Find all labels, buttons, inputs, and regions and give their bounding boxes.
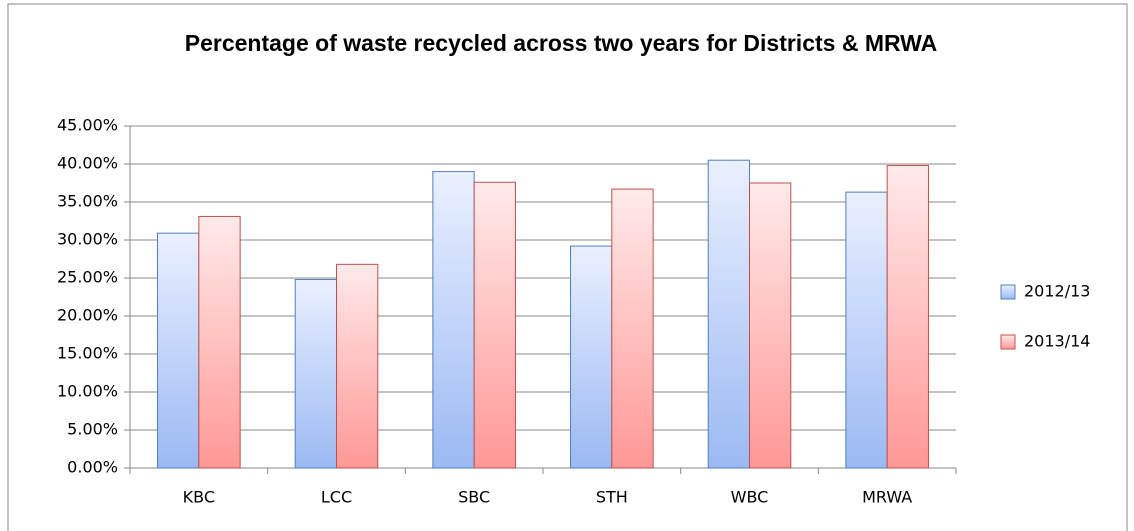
y-tick-label: 5.00% bbox=[67, 420, 118, 439]
y-tick-label: 15.00% bbox=[57, 344, 118, 363]
y-tick-label: 25.00% bbox=[57, 268, 118, 287]
x-tick-label: MRWA bbox=[862, 488, 912, 507]
y-tick-label: 20.00% bbox=[57, 306, 118, 325]
x-tick-label: SBC bbox=[458, 488, 490, 507]
bar bbox=[749, 182, 792, 469]
bar bbox=[611, 188, 654, 469]
bar bbox=[707, 159, 751, 469]
legend-label: 2012/13 bbox=[1024, 282, 1090, 301]
x-tick-label: WBC bbox=[731, 488, 769, 507]
bar bbox=[294, 279, 338, 469]
bar bbox=[570, 245, 613, 469]
bar bbox=[432, 171, 475, 469]
x-tick-label: LCC bbox=[321, 488, 352, 507]
bar bbox=[336, 263, 379, 469]
legend-swatch bbox=[1000, 284, 1016, 300]
bar bbox=[845, 191, 888, 469]
y-tick-label: 30.00% bbox=[57, 230, 118, 249]
bar bbox=[198, 215, 241, 469]
bar bbox=[886, 165, 929, 469]
y-tick-label: 10.00% bbox=[57, 382, 118, 401]
y-tick-label: 35.00% bbox=[57, 192, 118, 211]
y-tick-label: 40.00% bbox=[57, 154, 118, 173]
y-tick-label: 45.00% bbox=[57, 116, 118, 135]
y-tick-label: 0.00% bbox=[67, 458, 118, 477]
bar bbox=[157, 232, 200, 469]
x-tick-label: KBC bbox=[183, 488, 215, 507]
bar bbox=[473, 181, 516, 469]
chart-title: Percentage of waste recycled across two … bbox=[184, 30, 938, 56]
legend-label: 2013/14 bbox=[1024, 332, 1090, 351]
legend-swatch bbox=[1000, 334, 1016, 350]
x-tick-label: STH bbox=[596, 488, 628, 507]
